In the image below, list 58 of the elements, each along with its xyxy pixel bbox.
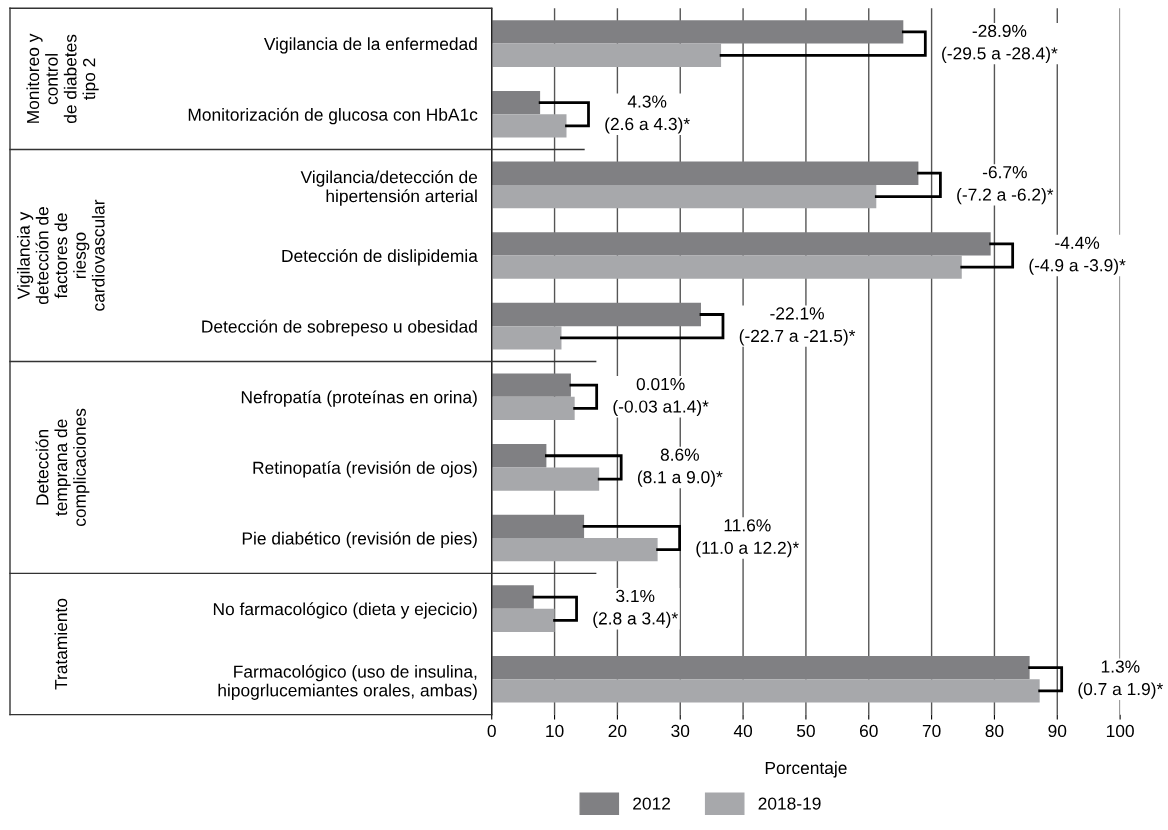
bar	[491, 232, 991, 256]
bar	[491, 184, 877, 209]
bar	[491, 585, 534, 609]
annotation: -6.7% (-7.2 a -6.2)*	[957, 166, 1054, 205]
bar	[491, 114, 567, 138]
y-tick-label: Monitorización de glucosa con HbA1c	[188, 107, 478, 125]
bar	[491, 608, 555, 632]
x-tick-label: 90	[1048, 724, 1067, 738]
y-tick-label: Nefropatía (proteínas en orina)	[241, 390, 477, 407]
x-axis-title: Porcentaje	[765, 761, 847, 778]
bar	[491, 396, 575, 421]
y-tick-label: No farmacológico (dieta y ejecicio)	[213, 602, 477, 619]
x-tick-label: 10	[546, 724, 564, 738]
bar	[491, 656, 1030, 680]
y-tick-label: Farmacológico (uso de insulina, hipogrlucemiantes orales, ambas)	[218, 664, 477, 700]
annotation: 3.1% (2.8 a 3.4)*	[593, 589, 678, 628]
annotation: 11.6% (11.0 a 12.2)*	[696, 519, 799, 558]
annotation: 1.3% (0.7 a 1.9)*	[1078, 660, 1163, 699]
text: Detección temprana de complicaciones	[35, 408, 90, 527]
bar	[491, 514, 585, 539]
text: Tratamiento	[54, 598, 68, 690]
annotation: -28.9% (-29.5 a -28.4)*	[942, 24, 1058, 63]
annotation: 4.3% (2.6 a 4.3)*	[605, 95, 690, 134]
x-tick-label: 70	[922, 724, 941, 738]
legend-label: 2018-19	[758, 797, 821, 810]
x-tick-label: 80	[985, 724, 1004, 738]
x-tick-label: 20	[608, 724, 627, 738]
y-tick-label: Detección de dislipidemia	[282, 249, 478, 266]
bar	[491, 467, 600, 491]
bar	[491, 538, 658, 562]
bar	[491, 326, 562, 350]
annotation: 8.6% (8.1 a 9.0)*	[637, 448, 723, 487]
y-tick-label: Pie diabético (revisión de pies)	[242, 531, 477, 549]
x-tick-label: 50	[796, 724, 815, 738]
bar	[491, 255, 962, 279]
bar	[491, 302, 701, 327]
bar	[491, 373, 571, 397]
bar	[491, 161, 919, 185]
text: Monitoreo y control de diabetes tipo 2	[26, 33, 99, 124]
x-tick-label: 40	[733, 724, 753, 738]
legend-label: 2012	[633, 797, 671, 810]
x-tick-label: 30	[671, 724, 690, 738]
y-tick-label: Retinopatía (revisión de ojos)	[253, 461, 477, 478]
y-tick-label: Vigilancia/detección de hipertensión arterial	[300, 170, 478, 206]
annotation: -22.1% (-22.7 a -21.5)*	[739, 307, 856, 346]
x-tick-label: 0	[487, 724, 496, 738]
bar	[491, 20, 904, 44]
annotation: 0.01% (-0.03 a1.4)*	[613, 377, 709, 417]
x-tick-label: 60	[859, 724, 878, 738]
bar	[491, 43, 722, 67]
annotation: -4.4% (-4.9 a -3.9)*	[1029, 236, 1126, 275]
bar	[491, 90, 541, 115]
bar	[491, 444, 547, 468]
bar	[491, 679, 1040, 703]
x-tick-label: 100	[1106, 724, 1134, 738]
text: Vigilancia y detección de factores de riesgo cardiovascular	[17, 199, 105, 311]
y-tick-label: Vigilancia de la enfermedad	[263, 37, 477, 54]
y-tick-label: Detección de sobrepeso u obesidad	[202, 319, 477, 337]
